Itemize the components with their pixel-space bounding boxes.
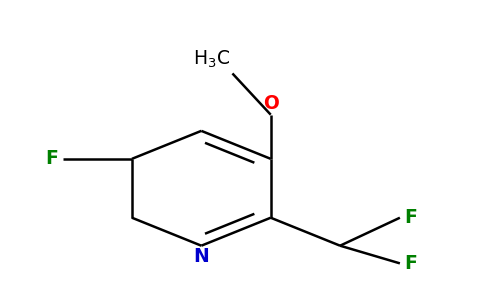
- Text: F: F: [45, 149, 58, 168]
- Text: F: F: [405, 254, 418, 273]
- Text: N: N: [194, 247, 209, 266]
- Text: O: O: [263, 94, 279, 113]
- Text: F: F: [405, 208, 418, 227]
- Text: H$_3$C: H$_3$C: [193, 49, 230, 70]
